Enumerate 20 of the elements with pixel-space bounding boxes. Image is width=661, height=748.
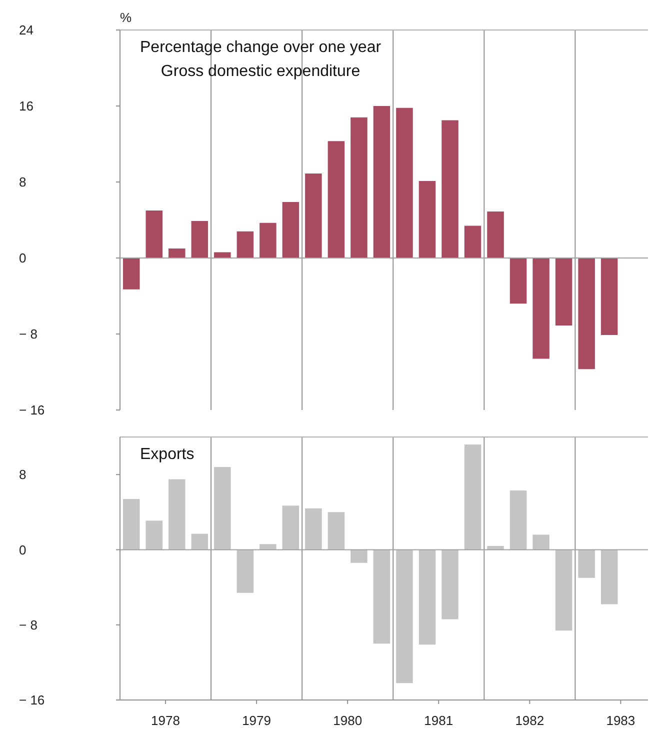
x-tick-label: 1981 (424, 713, 454, 728)
y-tick-label: − 8 (19, 617, 38, 632)
y-tick-label: − 8 (19, 326, 38, 342)
x-tick-label: 1982 (515, 713, 544, 728)
y-axis-title: % (120, 10, 132, 25)
y-tick-label: 8 (19, 174, 26, 190)
y-tick-label: 8 (19, 467, 26, 482)
text: Gross domestic expenditure (160, 62, 362, 82)
text: Exports (140, 445, 194, 465)
y-tick-label: − 16 (19, 692, 45, 708)
x-tick-label: 1979 (242, 713, 272, 728)
y-tick-label: − 16 (19, 402, 45, 418)
x-tick-label: 1983 (606, 713, 636, 728)
text: Percentage change over one year (140, 38, 382, 58)
x-tick-label: 1980 (333, 713, 362, 728)
x-tick-label: 1978 (151, 713, 180, 728)
y-tick-label: 0 (19, 542, 26, 558)
y-tick-label: 0 (19, 250, 26, 266)
y-tick-label: 24 (19, 22, 34, 38)
y-tick-label: 16 (19, 98, 34, 114)
